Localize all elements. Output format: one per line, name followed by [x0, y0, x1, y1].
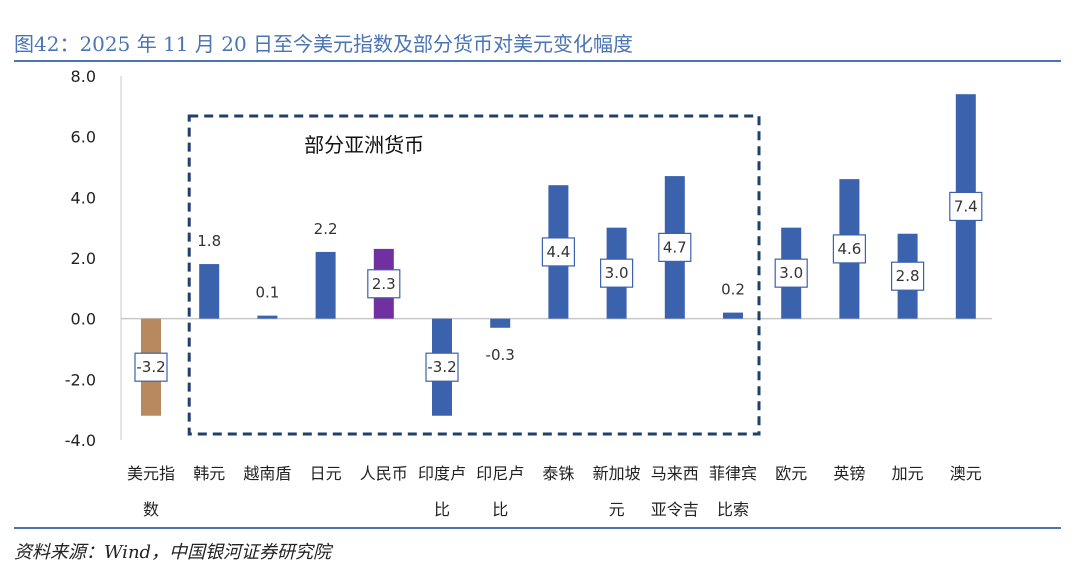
value-label-box	[541, 237, 576, 267]
x-tick-label: 欧元	[775, 464, 807, 483]
source-note: 资料来源：Wind，中国银河证券研究院	[14, 542, 332, 563]
data-label: 0.2	[721, 281, 745, 299]
data-label: 4.4	[546, 243, 570, 261]
data-label: 4.6	[837, 240, 861, 258]
bar	[315, 251, 336, 319]
bar	[199, 264, 220, 319]
data-label: 2.3	[372, 275, 396, 293]
y-tick-label: 4.0	[71, 188, 96, 207]
value-label-box	[599, 258, 634, 288]
y-tick-label: -4.0	[65, 431, 96, 450]
x-tick-label: 比索	[717, 500, 749, 519]
data-label: 3.0	[605, 264, 629, 282]
x-tick-label: 泰铢	[542, 464, 574, 483]
data-label: -3.2	[427, 358, 456, 376]
data-label: 1.8	[197, 232, 221, 250]
x-tick-label: 比	[434, 500, 450, 519]
y-tick-label: 2.0	[71, 249, 96, 268]
x-tick-label: 加元	[892, 464, 924, 483]
value-label-box	[425, 352, 459, 382]
x-tick-label: 印尼卢	[476, 464, 524, 483]
data-label: 3.0	[779, 264, 803, 282]
bottom-rule	[14, 527, 1061, 529]
value-label-box	[832, 234, 867, 264]
y-tick-label: 0.0	[71, 310, 96, 329]
region-annotation-label: 部分亚洲货币	[304, 133, 424, 157]
x-tick-label: 人民币	[360, 464, 408, 483]
x-tick-label: 新加坡	[593, 464, 641, 483]
data-label: 2.8	[896, 267, 920, 285]
x-tick-label: 印度卢	[418, 464, 466, 483]
figure-title: 图42：2025 年 11 月 20 日至今美元指数及部分货币对美元变化幅度	[14, 32, 634, 56]
y-tick-label: 8.0	[71, 67, 96, 86]
data-label: 0.1	[255, 284, 279, 302]
value-label-box	[949, 191, 983, 222]
data-label: 2.2	[314, 220, 338, 238]
x-tick-label: 元	[609, 500, 625, 519]
value-label-box	[367, 269, 401, 299]
x-tick-label: 数	[143, 500, 159, 519]
x-tick-label: 菲律宾	[709, 464, 757, 483]
y-tick-label: -2.0	[65, 370, 96, 389]
value-label-box	[774, 258, 808, 288]
x-tick-label: 越南盾	[243, 464, 291, 483]
y-tick-label: 6.0	[71, 128, 96, 147]
top-rule	[14, 60, 1061, 62]
x-tick-label: 韩元	[193, 464, 225, 483]
data-label: -3.2	[136, 358, 165, 376]
data-label: 7.4	[954, 197, 978, 215]
bar	[723, 312, 743, 319]
value-label-box	[890, 261, 925, 291]
value-labels: -3.2 1.8 0.1 2.2 2.3 -3.2 -0.3 4.4 3.0 4.7 0.2 3.0 4…	[134, 191, 983, 382]
value-label-box	[658, 232, 692, 262]
data-label: -0.3	[486, 346, 515, 364]
data-label: 4.7	[663, 238, 687, 256]
asia-region-box: 部分亚洲货币	[187, 114, 761, 436]
x-tick-label: 马来西	[651, 464, 699, 483]
x-tick-label: 日元	[310, 464, 342, 483]
x-tick-label: 亚令吉	[651, 500, 699, 519]
x-tick-label: 英镑	[833, 464, 865, 483]
region-dashed-border	[187, 114, 761, 436]
bar	[257, 315, 278, 319]
x-tick-label: 美元指	[127, 464, 175, 483]
x-tick-label: 比	[492, 500, 508, 519]
value-label-box	[134, 352, 168, 382]
bar	[490, 318, 511, 328]
x-tick-label: 澳元	[950, 464, 982, 483]
